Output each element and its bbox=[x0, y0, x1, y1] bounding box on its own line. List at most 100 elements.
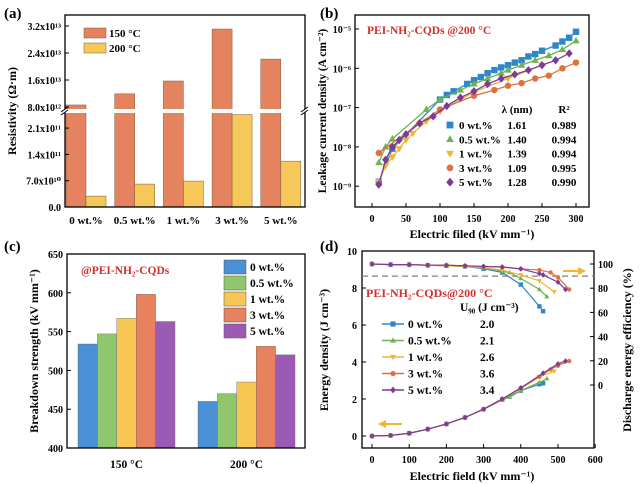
axis-break-mark bbox=[60, 106, 69, 113]
y-tick-label-right: 0 bbox=[598, 381, 603, 392]
data-point bbox=[559, 38, 566, 45]
y-tick-label-left: 2 bbox=[352, 395, 357, 406]
data-point bbox=[552, 56, 560, 65]
legend-swatch bbox=[223, 275, 247, 291]
data-point bbox=[532, 75, 539, 82]
bar bbox=[97, 333, 118, 449]
legend-swatch bbox=[223, 291, 247, 307]
y-axis-label: Resistivity (Ω·m) bbox=[5, 67, 19, 155]
legend-r2-value: 0.989 bbox=[552, 120, 577, 132]
data-point bbox=[511, 59, 518, 66]
y-tick-label: 8.0x10¹² bbox=[28, 103, 62, 114]
legend-marker bbox=[446, 135, 454, 143]
y-tick-label: 650 bbox=[48, 250, 63, 261]
data-point bbox=[436, 95, 444, 103]
energy-density-point bbox=[369, 433, 375, 439]
panel-label: (a) bbox=[4, 6, 22, 22]
efficiency-point bbox=[548, 270, 553, 275]
energy-density-point bbox=[536, 379, 542, 385]
legend-u90-value: 2.0 bbox=[480, 319, 495, 331]
bar bbox=[135, 294, 156, 449]
energy-density-point bbox=[551, 369, 557, 374]
y-tick-label: 1.6x10¹³ bbox=[28, 76, 62, 87]
energy-density-point bbox=[537, 382, 542, 387]
x-tick-label: 200 bbox=[501, 214, 516, 225]
legend-label: 3 wt.% bbox=[408, 369, 443, 381]
x-tick-label: 0 bbox=[370, 214, 375, 225]
y-tick-label: 400 bbox=[48, 444, 63, 455]
efficiency-point bbox=[369, 261, 375, 267]
data-point bbox=[395, 135, 403, 145]
panel-label: (d) bbox=[320, 239, 338, 255]
data-point bbox=[504, 66, 512, 73]
legend-u90-value: 2.1 bbox=[480, 336, 495, 348]
axis-break-gap bbox=[62, 109, 308, 113]
data-point bbox=[497, 74, 505, 83]
energy-density-point bbox=[406, 430, 412, 437]
y-tick-label: 10⁻⁶ bbox=[333, 64, 351, 75]
data-point bbox=[491, 66, 498, 74]
efficiency-point bbox=[518, 273, 524, 278]
data-point bbox=[572, 36, 580, 44]
efficiency-point bbox=[518, 275, 524, 281]
y-tick-label: 0.0 bbox=[49, 203, 62, 214]
y-tick-label: 450 bbox=[48, 405, 63, 416]
data-point bbox=[572, 59, 580, 66]
legend-marker bbox=[446, 150, 454, 158]
legend-u90-value: 3.4 bbox=[480, 385, 495, 397]
plot-frame-c bbox=[66, 253, 306, 449]
efficiency-point bbox=[425, 262, 431, 269]
legend-label: 1 wt.% bbox=[250, 294, 285, 306]
x-tick-label: 600 bbox=[588, 455, 603, 466]
energy-density-point bbox=[462, 414, 468, 421]
data-point bbox=[517, 61, 526, 68]
data-point bbox=[464, 80, 471, 88]
legend-swatch bbox=[223, 259, 247, 275]
y-tick-label-right: 20 bbox=[598, 357, 608, 368]
y-tick-label: 3.2x10¹³ bbox=[28, 22, 62, 33]
efficiency-point bbox=[555, 279, 561, 286]
data-point bbox=[388, 135, 397, 142]
data-point bbox=[422, 105, 431, 112]
data-point bbox=[477, 73, 484, 81]
x-tick-label: 250 bbox=[535, 214, 550, 225]
y-tick-label-right: 80 bbox=[598, 284, 608, 295]
energy-density-point bbox=[425, 426, 431, 433]
legend-marker bbox=[390, 386, 396, 394]
x-tick-label: 100 bbox=[402, 455, 417, 466]
legend-label: 5 wt.% bbox=[408, 385, 443, 397]
y-axis-label: Leakage current density (A cm⁻²) bbox=[317, 29, 329, 194]
x-tick-label: 300 bbox=[569, 214, 584, 225]
legend-label: 1 wt.% bbox=[408, 352, 443, 364]
efficiency-point bbox=[443, 262, 449, 269]
efficiency-point bbox=[518, 265, 524, 272]
data-point bbox=[456, 86, 465, 93]
data-point bbox=[518, 57, 525, 64]
efficiency-point bbox=[536, 279, 542, 284]
data-point bbox=[456, 93, 464, 102]
data-point bbox=[470, 87, 478, 96]
data-point bbox=[443, 101, 451, 111]
x-tick-label: 0 wt.% bbox=[69, 215, 103, 227]
bar bbox=[116, 318, 137, 449]
plot-frame-b bbox=[354, 14, 590, 208]
data-point bbox=[498, 64, 505, 71]
y-tick-label: 7.0x10¹⁰ bbox=[26, 177, 61, 188]
data-point bbox=[511, 70, 519, 79]
left-axis-arrow-head bbox=[378, 420, 386, 428]
data-point bbox=[470, 92, 478, 99]
efficiency-point bbox=[555, 275, 561, 280]
efficiency-point bbox=[536, 286, 542, 292]
data-point bbox=[402, 137, 410, 144]
x-tick-label: 3 wt.% bbox=[215, 215, 249, 227]
legend-marker bbox=[446, 121, 454, 129]
legend-r2-value: 0.995 bbox=[552, 163, 577, 175]
efficiency-point bbox=[388, 261, 394, 268]
bar-150C bbox=[65, 104, 87, 208]
legend-marker bbox=[390, 337, 396, 343]
data-point bbox=[545, 51, 553, 59]
legend-label: 5 wt.% bbox=[459, 177, 493, 189]
y-axis-label: Breakdown strength (kV mm⁻¹) bbox=[27, 269, 41, 433]
legend-marker bbox=[446, 177, 454, 187]
legend-marker bbox=[446, 164, 454, 172]
